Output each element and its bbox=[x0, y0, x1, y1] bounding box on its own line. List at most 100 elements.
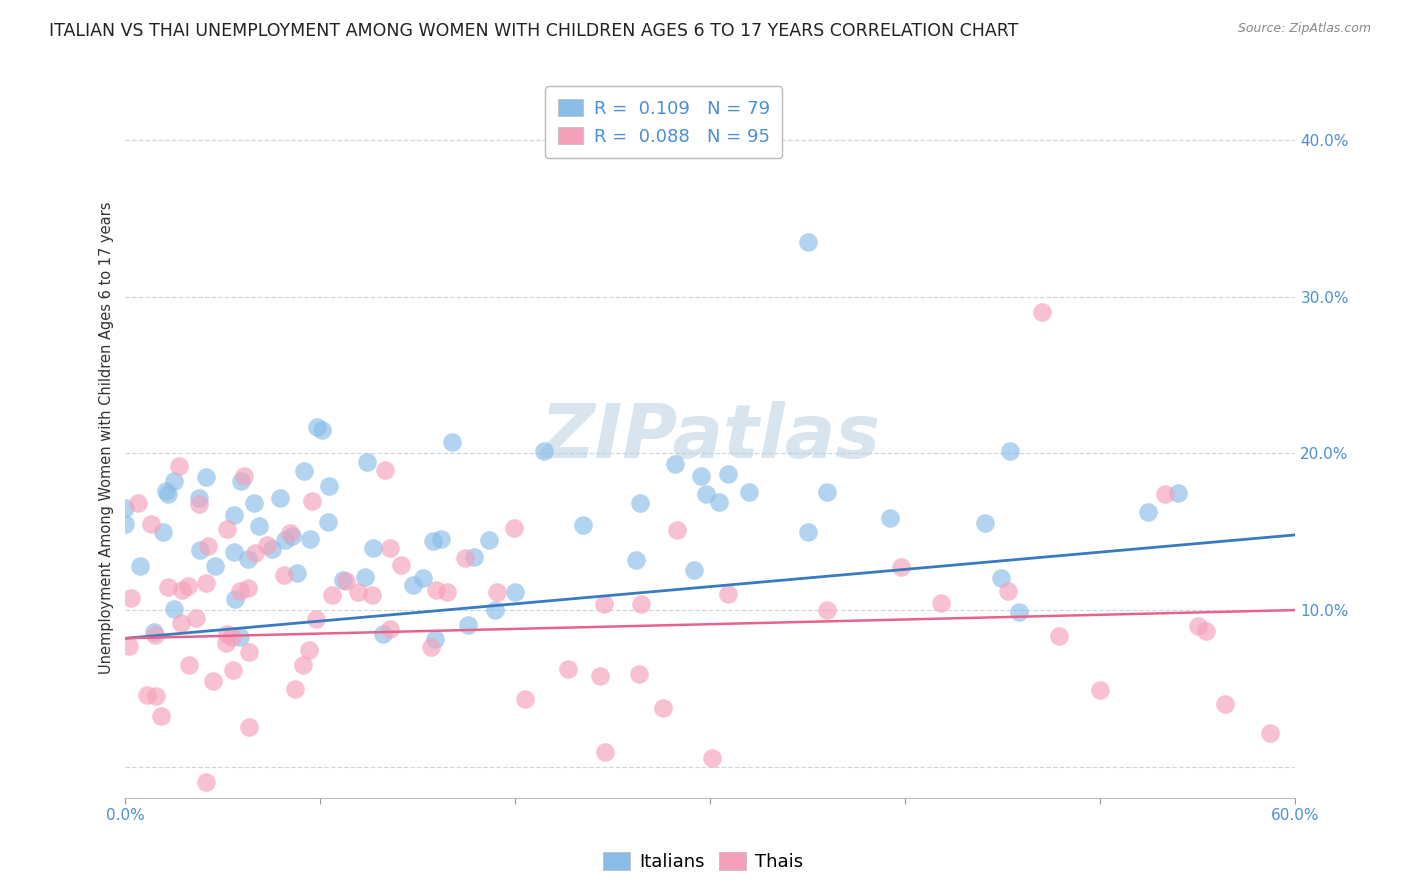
Point bbox=[215, 635, 238, 649]
Point bbox=[533, 443, 555, 458]
Point bbox=[221, 630, 243, 644]
Point bbox=[815, 484, 838, 499]
Point bbox=[233, 468, 256, 483]
Point bbox=[316, 515, 339, 529]
Point bbox=[222, 664, 245, 678]
Point bbox=[690, 469, 713, 483]
Point bbox=[817, 603, 839, 617]
Point bbox=[188, 491, 211, 505]
Point bbox=[273, 568, 295, 582]
Point bbox=[973, 516, 995, 530]
Point bbox=[152, 525, 174, 540]
Text: ITALIAN VS THAI UNEMPLOYMENT AMONG WOMEN WITH CHILDREN AGES 6 TO 17 YEARS CORREL: ITALIAN VS THAI UNEMPLOYMENT AMONG WOMEN… bbox=[49, 22, 1018, 40]
Point bbox=[118, 639, 141, 653]
Point bbox=[247, 518, 270, 533]
Point bbox=[179, 658, 201, 673]
Point bbox=[572, 517, 595, 532]
Point bbox=[513, 692, 536, 706]
Point bbox=[503, 585, 526, 599]
Point bbox=[167, 458, 190, 473]
Point bbox=[378, 623, 401, 637]
Point bbox=[990, 571, 1012, 585]
Point bbox=[186, 611, 208, 625]
Point bbox=[361, 588, 384, 602]
Point bbox=[229, 583, 252, 598]
Point bbox=[269, 491, 291, 506]
Point bbox=[998, 443, 1021, 458]
Point bbox=[1187, 619, 1209, 633]
Point bbox=[997, 583, 1019, 598]
Point bbox=[162, 474, 184, 488]
Point bbox=[284, 682, 307, 697]
Point bbox=[285, 566, 308, 580]
Point bbox=[436, 585, 458, 599]
Point bbox=[1136, 506, 1159, 520]
Point bbox=[665, 523, 688, 537]
Point bbox=[120, 591, 142, 605]
Point bbox=[194, 470, 217, 484]
Point bbox=[589, 669, 612, 683]
Point bbox=[145, 690, 167, 704]
Point bbox=[238, 581, 260, 595]
Point bbox=[624, 553, 647, 567]
Point bbox=[229, 474, 252, 488]
Point bbox=[243, 546, 266, 560]
Point bbox=[139, 516, 162, 531]
Point bbox=[717, 467, 740, 482]
Point bbox=[114, 516, 136, 531]
Point bbox=[256, 538, 278, 552]
Point bbox=[503, 521, 526, 535]
Text: Source: ZipAtlas.com: Source: ZipAtlas.com bbox=[1237, 22, 1371, 36]
Point bbox=[127, 496, 149, 510]
Point bbox=[737, 485, 759, 500]
Point bbox=[695, 487, 717, 501]
Point bbox=[156, 487, 179, 501]
Point bbox=[305, 612, 328, 626]
Point bbox=[143, 625, 166, 640]
Point bbox=[238, 720, 260, 734]
Point bbox=[478, 533, 501, 548]
Point bbox=[229, 630, 252, 644]
Legend: Italians, Thais: Italians, Thais bbox=[596, 846, 810, 879]
Point bbox=[484, 602, 506, 616]
Point bbox=[593, 745, 616, 759]
Point bbox=[260, 542, 283, 557]
Point bbox=[238, 552, 260, 566]
Point bbox=[155, 484, 177, 499]
Point bbox=[683, 563, 706, 577]
Point bbox=[1258, 726, 1281, 740]
Point bbox=[156, 580, 179, 594]
Point bbox=[298, 643, 321, 657]
Point bbox=[1088, 683, 1111, 698]
Point bbox=[318, 479, 340, 493]
Point bbox=[374, 463, 396, 477]
Point bbox=[188, 543, 211, 558]
Point bbox=[194, 575, 217, 590]
Point bbox=[373, 627, 395, 641]
Point bbox=[457, 617, 479, 632]
Point bbox=[717, 587, 740, 601]
Legend: R =  0.109   N = 79, R =  0.088   N = 95: R = 0.109 N = 79, R = 0.088 N = 95 bbox=[546, 87, 782, 159]
Point bbox=[356, 455, 378, 469]
Point bbox=[592, 597, 614, 611]
Point bbox=[187, 497, 209, 511]
Point bbox=[1031, 305, 1053, 319]
Point bbox=[335, 574, 357, 588]
Point bbox=[423, 632, 446, 647]
Point bbox=[215, 522, 238, 536]
Point bbox=[389, 558, 412, 573]
Point bbox=[1167, 485, 1189, 500]
Point bbox=[195, 775, 218, 789]
Point bbox=[321, 588, 343, 602]
Point bbox=[202, 673, 225, 688]
Point bbox=[301, 493, 323, 508]
Point bbox=[346, 584, 368, 599]
Point bbox=[422, 533, 444, 548]
Point bbox=[485, 585, 508, 599]
Point bbox=[114, 501, 136, 516]
Point bbox=[143, 628, 166, 642]
Point bbox=[700, 750, 723, 764]
Point bbox=[425, 582, 447, 597]
Point bbox=[332, 573, 354, 587]
Point bbox=[879, 511, 901, 525]
